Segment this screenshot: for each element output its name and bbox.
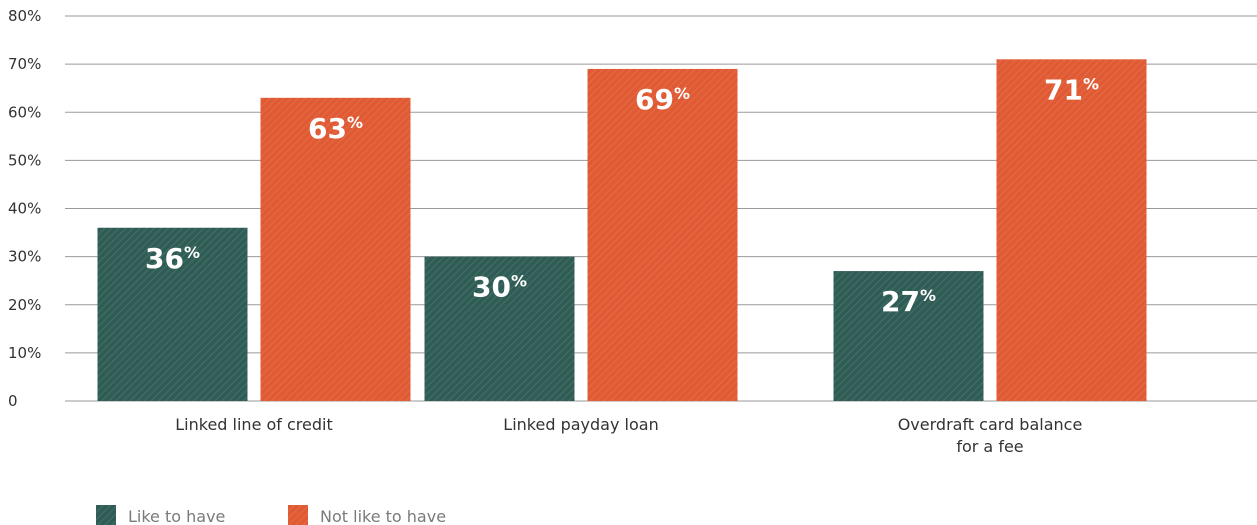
legend-label: Not like to have [320,507,446,525]
bar-hatch [424,256,575,401]
category-label: Linked line of credit [175,415,333,434]
bar-hatch [260,97,411,401]
legend-swatch-hatch [96,505,116,525]
y-tick-label: 0 [8,392,18,410]
legend-swatch-hatch [288,505,308,525]
data-label: 30% [472,271,527,304]
y-tick-label: 80% [8,7,41,25]
data-label: 27% [881,285,936,318]
bar-hatch [97,227,248,401]
category-label: Overdraft card balance for a fee [898,415,1083,456]
category-labels: Linked line of credit Linked payday loan O… [175,415,1082,456]
y-tick-label: 20% [8,296,41,314]
y-tick-label: 50% [8,151,41,169]
data-label: 69% [635,83,690,116]
data-labels: 36% 63% 30% 69% 27% 71% [145,73,1099,318]
y-tick-label: 10% [8,344,41,362]
data-label: 71% [1044,73,1099,106]
data-label: 36% [145,242,200,275]
bar-hatch [833,271,984,401]
bar-hatch [996,59,1147,401]
y-tick-label: 60% [8,103,41,121]
category-label: Linked payday loan [503,415,658,434]
data-label: 63% [308,112,363,145]
legend: Like to have Not like to have [96,505,446,525]
bar-hatch [587,68,738,401]
y-tick-label: 40% [8,200,41,218]
y-tick-label: 70% [8,55,41,73]
legend-label: Like to have [128,507,225,525]
y-tick-label: 30% [8,248,41,266]
bars [97,59,1147,401]
